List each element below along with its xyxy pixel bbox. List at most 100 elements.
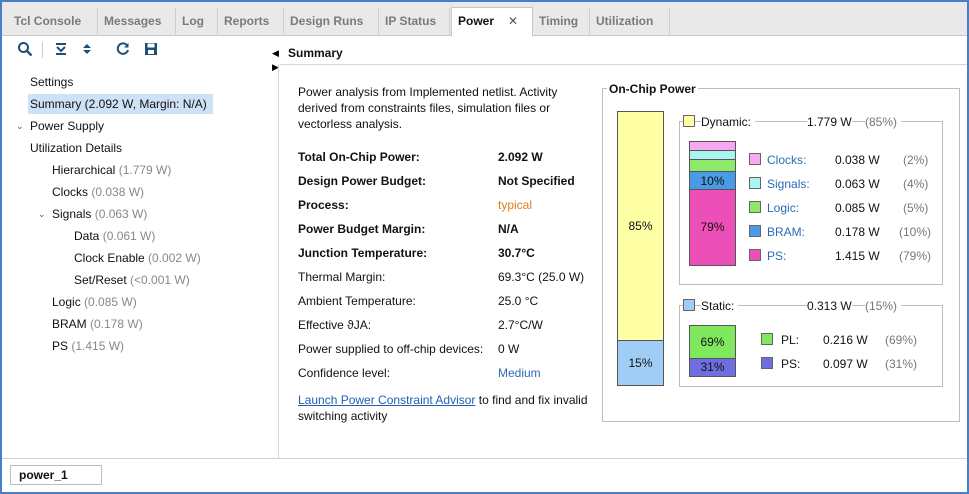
tree-item-clocks[interactable]: Clocks (0.038 W) xyxy=(52,182,144,202)
search-icon[interactable] xyxy=(16,41,34,59)
signals-value: 0.063 W xyxy=(835,177,880,191)
row-label: Ambient Temperature: xyxy=(298,294,416,308)
confidence-link[interactable]: Medium xyxy=(498,366,541,380)
clocks-swatch xyxy=(749,153,761,165)
tree-label: Clock Enable xyxy=(74,251,145,265)
tab-utilization[interactable]: Utilization xyxy=(590,8,670,36)
tree-value: (0.085 W) xyxy=(80,295,137,309)
row-value: N/A xyxy=(498,222,519,236)
chevron-down-icon[interactable]: ⌄ xyxy=(16,121,24,131)
save-icon[interactable] xyxy=(142,41,160,59)
tree-item-summary[interactable]: Summary (2.092 W, Margin: N/A) xyxy=(28,94,213,114)
tab-reports[interactable]: Reports xyxy=(218,8,284,36)
clocks-value: 0.038 W xyxy=(835,153,880,167)
collapse-all-icon[interactable] xyxy=(52,41,70,59)
chevron-down-icon[interactable]: ⌄ xyxy=(38,209,46,219)
tree-item-settings[interactable]: Settings xyxy=(30,72,73,92)
advisor-text: Launch Power Constraint Advisor to find … xyxy=(298,392,588,424)
bottom-tab-bar: power_1 xyxy=(2,458,967,492)
expand-right-arrow-icon[interactable]: ▶ xyxy=(272,62,279,72)
refresh-icon[interactable] xyxy=(114,41,132,59)
tab-design-runs[interactable]: Design Runs xyxy=(284,8,379,36)
row-value: 30.7°C xyxy=(498,246,535,260)
static-ps-segment: 31% xyxy=(690,359,735,376)
clocks-link[interactable]: Clocks: xyxy=(767,153,807,167)
tab-label: Log xyxy=(182,14,204,28)
static-swatch xyxy=(683,299,695,311)
tab-power-1[interactable]: power_1 xyxy=(10,465,102,485)
tree-item-logic[interactable]: Logic (0.085 W) xyxy=(52,292,137,312)
row-value: 69.3°C (25.0 W) xyxy=(498,270,585,284)
tree-label: PS xyxy=(52,339,69,353)
tab-log[interactable]: Log xyxy=(176,8,218,36)
tab-ip-status[interactable]: IP Status xyxy=(379,8,450,36)
expand-all-icon[interactable] xyxy=(78,41,96,59)
tree-item-ps[interactable]: PS (1.415 W) xyxy=(52,336,124,356)
ps-link[interactable]: PS: xyxy=(767,249,787,263)
summary-panel: Summary Power analysis from Implemented … xyxy=(280,36,967,458)
tree-label: Settings xyxy=(30,75,74,89)
tree-value: (1.779 W) xyxy=(115,163,172,177)
static-ps-percent: (31%) xyxy=(885,357,918,371)
tree-value: (0.061 W) xyxy=(99,229,156,243)
logic-link[interactable]: Logic: xyxy=(767,201,800,215)
process-link[interactable]: typical xyxy=(498,198,533,212)
summary-description: Power analysis from Implemented netlist.… xyxy=(298,85,558,131)
dynamic-value: 1.779 W xyxy=(807,115,852,129)
tree-label: Clocks xyxy=(52,185,89,199)
close-icon[interactable]: ✕ xyxy=(508,14,519,28)
on-chip-power-panel: On-Chip Power 85% 15% Dynamic: 1.779 W (… xyxy=(602,82,960,422)
tab-label: Utilization xyxy=(596,14,654,28)
tab-label: Design Runs xyxy=(290,14,364,28)
bram-value: 0.178 W xyxy=(835,225,880,239)
dynamic-percent: (85%) xyxy=(865,115,902,129)
tab-power[interactable]: Power ✕ xyxy=(451,7,533,37)
tree-item-hierarchical[interactable]: Hierarchical (1.779 W) xyxy=(52,160,171,180)
row-value: 25.0 °C xyxy=(498,294,539,308)
row-label: Design Power Budget: xyxy=(298,174,427,188)
row-value: 2.092 W xyxy=(498,150,543,164)
row-value: 2.7°C/W xyxy=(498,318,543,332)
tab-messages[interactable]: Messages xyxy=(98,8,176,36)
ps-segment: 79% xyxy=(690,190,735,265)
signals-swatch xyxy=(749,177,761,189)
tree-item-data[interactable]: Data (0.061 W) xyxy=(74,226,155,246)
logic-swatch xyxy=(749,201,761,213)
logic-value: 0.085 W xyxy=(835,201,880,215)
static-ps-swatch xyxy=(761,357,773,369)
bram-link[interactable]: BRAM: xyxy=(767,225,806,239)
tree-item-power-supply[interactable]: Power Supply xyxy=(30,116,104,136)
divider xyxy=(280,64,967,65)
signals-link[interactable]: Signals: xyxy=(767,177,810,191)
tree-panel: Settings Summary (2.092 W, Margin: N/A) … xyxy=(2,64,279,458)
tab-label: Timing xyxy=(539,14,579,28)
logic-percent: (5%) xyxy=(903,201,929,215)
tree-label: Utilization Details xyxy=(30,141,123,155)
tree-item-bram[interactable]: BRAM (0.178 W) xyxy=(52,314,143,334)
pane-splitter[interactable]: ◀ ▶ xyxy=(272,46,280,74)
row-value: 0 W xyxy=(498,342,520,356)
pl-value: 0.216 W xyxy=(823,333,868,347)
row-label: Process: xyxy=(298,198,349,212)
tab-timing[interactable]: Timing xyxy=(533,8,590,36)
tab-label: Reports xyxy=(224,14,270,28)
dynamic-label: Dynamic: xyxy=(701,115,756,129)
tree-item-utilization-details[interactable]: Utilization Details xyxy=(30,138,122,158)
tree-item-set-reset[interactable]: Set/Reset (<0.001 W) xyxy=(74,270,190,290)
tree-item-signals[interactable]: Signals (0.063 W) xyxy=(52,204,147,224)
total-power-bar: 85% 15% xyxy=(617,111,664,386)
page-title: Summary xyxy=(288,46,343,60)
tab-tcl-console[interactable]: Tcl Console xyxy=(8,8,98,36)
tree-label: Set/Reset xyxy=(74,273,127,287)
row-label: Junction Temperature: xyxy=(298,246,428,260)
row-label: Thermal Margin: xyxy=(298,270,386,284)
pl-segment: 69% xyxy=(690,326,735,359)
bram-percent: (10%) xyxy=(899,225,932,239)
static-value: 0.313 W xyxy=(807,299,852,313)
tree-label: BRAM xyxy=(52,317,87,331)
row-label: Total On-Chip Power: xyxy=(298,150,420,164)
tree-label: Power Supply xyxy=(30,119,105,133)
tree-item-clock-enable[interactable]: Clock Enable (0.002 W) xyxy=(74,248,201,268)
collapse-left-arrow-icon[interactable]: ◀ xyxy=(272,48,279,58)
launch-advisor-link[interactable]: Launch Power Constraint Advisor xyxy=(298,393,476,407)
